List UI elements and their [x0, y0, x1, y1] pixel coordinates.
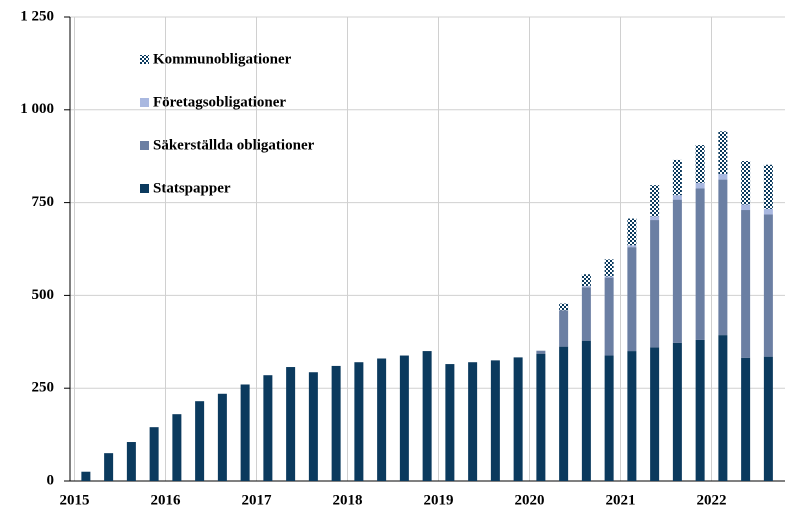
- bar-segment: [672, 342, 682, 481]
- legend-swatch: [140, 184, 149, 193]
- bar-segment: [468, 362, 478, 481]
- bar-segment: [604, 355, 614, 481]
- x-tick-label: 2022: [697, 492, 727, 508]
- x-tick-label: 2015: [60, 492, 90, 508]
- bar-segment: [195, 401, 205, 481]
- bar-segment: [650, 220, 660, 348]
- bar-segment: [672, 195, 682, 200]
- bar-segment: [126, 442, 136, 481]
- y-tick-label: 0: [47, 472, 55, 488]
- bar-segment: [377, 358, 387, 481]
- bar-segment: [490, 360, 500, 481]
- bar-segment: [718, 174, 728, 180]
- bar-segment: [263, 375, 273, 481]
- bar-segment: [672, 199, 682, 343]
- bar-segment: [604, 277, 614, 356]
- bar-segment: [650, 185, 660, 217]
- bar-segment: [149, 427, 159, 481]
- bar-segment: [581, 287, 591, 341]
- bar-segment: [627, 218, 637, 246]
- bar-segment: [627, 247, 637, 352]
- bar-segment: [741, 161, 751, 205]
- x-tick-label: 2016: [151, 492, 182, 508]
- y-tick-label: 1 000: [20, 101, 54, 117]
- bar-segment: [581, 274, 591, 287]
- bar-segment: [399, 355, 409, 481]
- y-tick-label: 500: [32, 287, 55, 303]
- x-tick-label: 2021: [606, 492, 636, 508]
- legend-swatch: [140, 98, 149, 107]
- bar-segment: [718, 179, 728, 336]
- y-tick-label: 750: [32, 194, 55, 210]
- bar-segment: [604, 276, 614, 278]
- bar-segment: [763, 356, 773, 481]
- bar-segment: [581, 340, 591, 481]
- bar-segment: [695, 188, 705, 340]
- bar-segment: [741, 357, 751, 481]
- bar-segment: [695, 182, 705, 189]
- bar-segment: [536, 350, 546, 354]
- bar-segment: [422, 351, 432, 481]
- bar-segment: [627, 245, 637, 248]
- bar-segment: [104, 453, 114, 481]
- bar-segment: [217, 393, 227, 481]
- bar-segment: [741, 204, 751, 211]
- bar-segment: [81, 471, 91, 481]
- bar-segment: [559, 310, 569, 347]
- bar-segment: [695, 339, 705, 481]
- bar-segment: [695, 145, 705, 183]
- bar-segment: [331, 365, 341, 481]
- legend-label: Säkerställda obligationer: [153, 137, 315, 153]
- x-tick-label: 2020: [515, 492, 545, 508]
- x-tick-label: 2018: [333, 492, 363, 508]
- bar-segment: [763, 208, 773, 215]
- bar-segment: [513, 357, 523, 481]
- bar-segment: [718, 335, 728, 481]
- legend-label: Statspapper: [153, 180, 231, 196]
- bar-segment: [445, 364, 455, 481]
- y-tick-label: 1 250: [20, 8, 54, 24]
- bar-segment: [354, 362, 364, 481]
- bar-segment: [672, 159, 682, 196]
- x-tick-label: 2019: [424, 492, 454, 508]
- legend-swatch: [140, 55, 149, 64]
- bar-segment: [559, 303, 569, 311]
- bar-segment: [286, 367, 296, 481]
- bar-segment: [741, 210, 751, 358]
- bar-segment: [559, 346, 569, 481]
- bar-segment: [581, 286, 591, 288]
- bar-segment: [763, 164, 773, 209]
- legend-label: Företagsobligationer: [153, 94, 286, 110]
- bar-segment: [240, 384, 250, 481]
- bar-segment: [308, 372, 318, 481]
- legend-swatch: [140, 141, 149, 150]
- x-tick-label: 2017: [242, 492, 273, 508]
- bar-segment: [627, 351, 637, 481]
- y-tick-label: 250: [32, 380, 55, 396]
- bar-segment: [650, 216, 660, 221]
- bar-segment: [604, 259, 614, 277]
- bar-segment: [536, 353, 546, 481]
- legend-label: Kommunobligationer: [153, 51, 292, 67]
- bar-segment: [763, 214, 773, 357]
- bar-segment: [650, 347, 660, 481]
- bar-segment: [172, 414, 182, 481]
- bar-segment: [718, 131, 728, 175]
